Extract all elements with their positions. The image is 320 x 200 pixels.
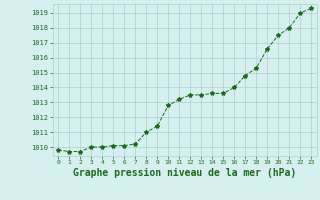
X-axis label: Graphe pression niveau de la mer (hPa): Graphe pression niveau de la mer (hPa) bbox=[73, 168, 296, 178]
